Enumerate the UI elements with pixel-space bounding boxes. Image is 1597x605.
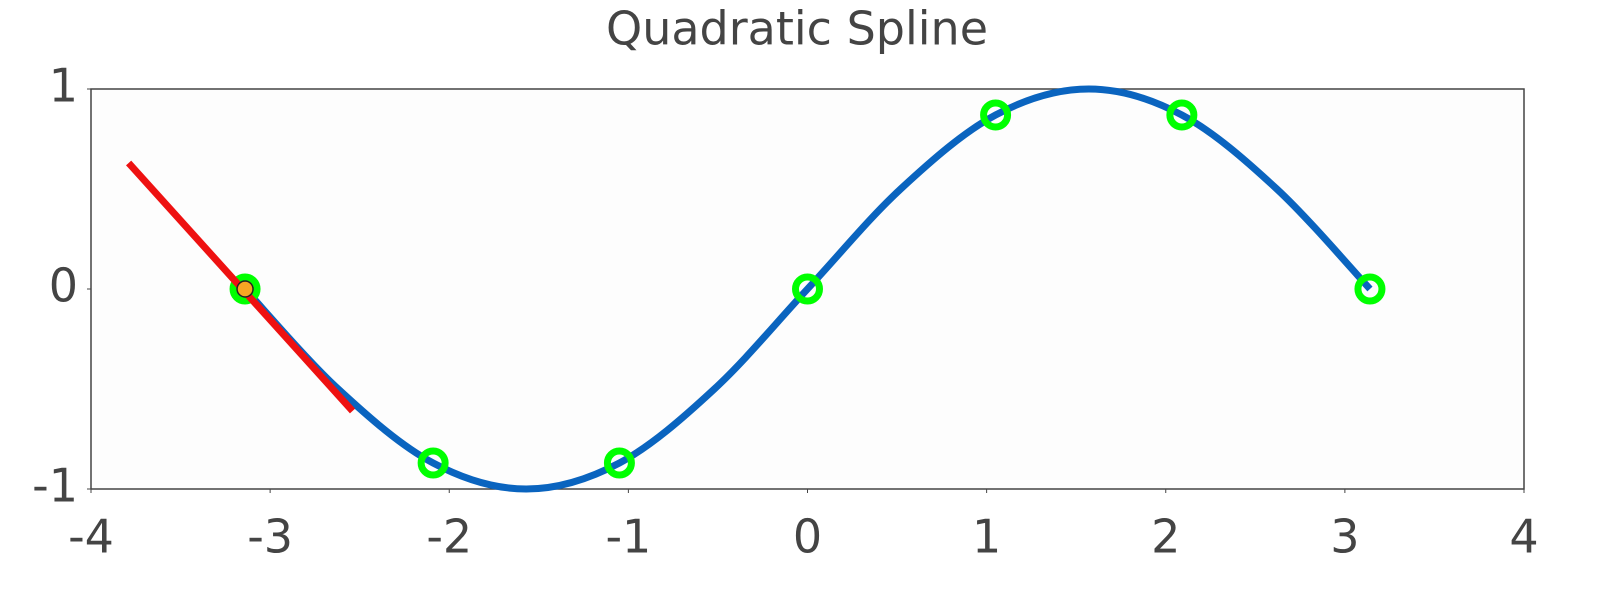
x-tick-label: 4	[1509, 510, 1538, 564]
chart-title: Quadratic Spline	[606, 2, 988, 56]
x-tick-label: -3	[247, 510, 293, 564]
point-marker	[236, 280, 254, 298]
y-tick-label: 1	[49, 59, 78, 113]
knot-marker	[1354, 273, 1386, 305]
x-tick-label: -4	[68, 510, 114, 564]
knot-marker	[417, 447, 449, 479]
knot-marker	[980, 99, 1012, 131]
x-tick-label: -1	[605, 510, 651, 564]
x-tick-label: -2	[426, 510, 472, 564]
knot-marker	[229, 273, 261, 305]
x-tick-label: 1	[972, 510, 1001, 564]
knot-marker	[603, 447, 635, 479]
series-line	[242, 85, 1373, 493]
x-tick-label: 0	[793, 510, 822, 564]
y-tick-label: -1	[32, 459, 78, 513]
x-tick-label: 3	[1330, 510, 1359, 564]
knot-marker	[792, 273, 823, 305]
knot-marker	[1166, 99, 1198, 131]
x-tick-label: 2	[1151, 510, 1180, 564]
y-tick-label: 0	[49, 259, 78, 313]
